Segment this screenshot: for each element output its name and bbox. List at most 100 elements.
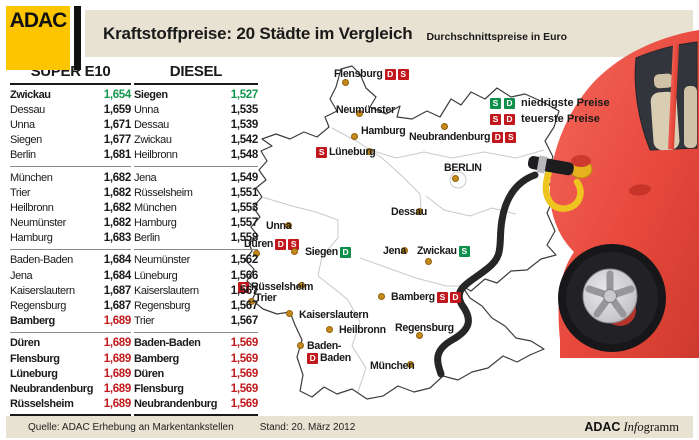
table-row: Kaiserslautern 1,567 [134, 283, 258, 298]
city-label-line: BERLIN [444, 162, 482, 174]
source-text: Quelle: ADAC Erhebung an Markentankstell… [28, 421, 234, 433]
city-label-text: Neumünster [336, 104, 395, 116]
price-value: 1,684 [103, 254, 132, 267]
highest-price-badge-s: S [505, 131, 517, 143]
city-label-line: Zwickau S [417, 245, 470, 257]
city-name: Heilbronn [10, 201, 54, 214]
city-dot [290, 247, 298, 255]
city-dot [440, 122, 448, 130]
city-name: Hamburg [10, 232, 53, 245]
price-value: 1,535 [230, 103, 259, 116]
lowest-price-badge-d: D [339, 246, 351, 258]
table-row: München 1,682 [10, 165, 131, 185]
city-name: Neumünster [10, 217, 66, 230]
city-marker-flensburg: Flensburg D S [334, 68, 409, 80]
city-label-text: Siegen [305, 246, 338, 258]
city-name: Flensburg [10, 352, 60, 365]
highest-price-badge-d: D [504, 113, 515, 125]
diesel-table: DIESEL Siegen 1,527 Unna 1,535 Dessau 1,539 Zwi… [134, 63, 258, 416]
price-value: 1,542 [230, 134, 259, 147]
highest-price-badge-d: D [307, 352, 318, 364]
city-label-line: Dessau [391, 206, 427, 218]
city-label-line: Baden- [307, 340, 351, 352]
city-label-line: Unna [266, 220, 292, 232]
city-name: München [10, 171, 53, 184]
city-label-line: Hamburg [361, 125, 406, 137]
super-e10-table: SUPER E10 Zwickau 1,654 Dessau 1,659 Unna 1,67… [10, 63, 131, 416]
highest-price-badge-s: S [238, 281, 249, 293]
legend-label: niedrigste Preise [521, 97, 610, 109]
footer-bar: Quelle: ADAC Erhebung an Markentankstell… [6, 416, 693, 438]
city-marker-kaiserslautern: Kaiserslautern [299, 309, 369, 321]
price-value: 1,557 [230, 217, 259, 230]
city-dot [285, 309, 293, 317]
city-label-text: Trier [255, 292, 277, 304]
city-label-text: Dessau [391, 206, 427, 218]
price-value: 1,539 [230, 118, 259, 131]
city-name: Unna [134, 103, 159, 116]
city-name: Jena [10, 269, 33, 282]
city-dot [377, 292, 385, 300]
adac-logo: ADAC [6, 6, 70, 70]
city-dot [424, 257, 432, 265]
city-marker-trier: Trier [255, 292, 277, 304]
city-dot [451, 174, 459, 182]
price-value: 1,671 [103, 118, 132, 131]
price-value: 1,569 [230, 382, 259, 395]
city-name: Bamberg [134, 352, 179, 365]
lowest-price-badge-d: D [504, 97, 515, 109]
price-value: 1,569 [230, 367, 259, 380]
price-value: 1,689 [103, 367, 132, 380]
highest-price-badge-s: S [490, 113, 501, 125]
table-row: Düren 1,689 [10, 331, 131, 351]
city-label-text: Baden [320, 352, 351, 364]
city-marker-hamburg: Hamburg [361, 125, 406, 137]
city-label-line: Siegen D [305, 246, 351, 258]
city-name: Trier [10, 186, 31, 199]
city-name: Kaiserslautern [134, 284, 199, 297]
city-name: Regensburg [10, 300, 66, 313]
city-name: Baden-Baden [10, 254, 73, 267]
city-name: Trier [134, 315, 155, 328]
price-value: 1,548 [230, 149, 259, 162]
highest-price-badge-d: D [492, 131, 504, 143]
price-value: 1,689 [103, 315, 132, 328]
price-value: 1,659 [103, 103, 132, 116]
city-name: Rüsselsheim [134, 186, 193, 199]
table-row: Zwickau 1,654 [10, 87, 131, 102]
city-label-text: Flensburg [334, 68, 383, 80]
city-name: Flensburg [134, 382, 184, 395]
city-name: Düren [10, 337, 40, 350]
city-label-line: Flensburg D S [334, 68, 409, 80]
city-name: Lüneburg [10, 367, 58, 380]
table-row: Lüneburg 1,566 [134, 268, 258, 283]
city-label-text: BERLIN [444, 162, 482, 174]
table-row: Siegen 1,527 [134, 87, 258, 102]
brand-info: Info [623, 419, 644, 434]
city-label-text: Baden- [307, 340, 342, 352]
price-value: 1,683 [103, 232, 132, 245]
city-label-line: S Lüneburg [316, 146, 376, 158]
city-label-text: Unna [266, 220, 292, 232]
price-value: 1,689 [103, 352, 132, 365]
price-value: 1,677 [103, 134, 132, 147]
price-value: 1,551 [230, 186, 259, 199]
city-name: Düren [134, 367, 164, 380]
price-value: 1,553 [230, 201, 259, 214]
adac-infogramm-brand: ADAC Infogramm [584, 420, 679, 435]
city-label-line: Heilbronn [339, 324, 386, 336]
city-label-line: Neumünster [336, 104, 395, 116]
brand-gramm: gramm [643, 419, 679, 434]
city-label-text: Jena [383, 245, 406, 257]
table-row: Kaiserslautern 1,687 [10, 283, 131, 298]
table-row: Unna 1,671 [10, 117, 131, 132]
city-label-line: Regensburg [395, 322, 454, 334]
table-row: Trier 1,567 [134, 314, 258, 329]
table-row: Baden-Baden 1,684 [10, 248, 132, 268]
city-name: Dessau [134, 118, 169, 131]
table-row: Berlin 1,681 [10, 148, 131, 163]
city-marker-m-nchen: München [370, 360, 415, 372]
